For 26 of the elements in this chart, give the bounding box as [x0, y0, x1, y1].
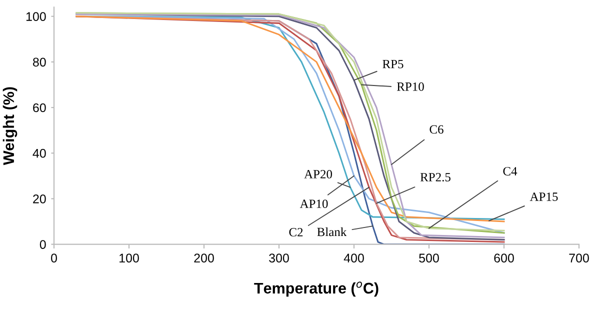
x-tick-label: 600	[494, 254, 514, 262]
x-tick-label: 700	[569, 254, 589, 262]
y-tick-label: 40	[32, 148, 46, 158]
annotation: AP15	[530, 192, 558, 201]
x-tick-label: 300	[269, 254, 289, 262]
annotation: AP10	[300, 200, 328, 208]
annotation: C6	[430, 125, 444, 134]
annotation: C4	[503, 167, 518, 176]
annotation: RP2.5	[420, 172, 450, 182]
x-tick-label: 400	[344, 254, 364, 262]
annotation: Blank	[317, 227, 347, 236]
annotation: RP10	[396, 82, 424, 91]
x-tick-label: 200	[194, 254, 214, 262]
x-tick-label: 100	[120, 254, 139, 262]
annotation: RP5	[382, 60, 404, 68]
x-tick-label: 0	[51, 254, 57, 262]
annotation: AP20	[304, 170, 332, 178]
y-axis-title: Weight (%)	[2, 87, 18, 166]
y-tick-label: 80	[33, 58, 46, 67]
y-tick-label: 0	[40, 240, 46, 249]
x-axis-title: Temperature ($^{o}$C)	[254, 282, 378, 297]
y-tick-label: 100	[26, 12, 46, 21]
y-tick-label: 60	[33, 103, 46, 112]
annotation: C2	[289, 228, 303, 236]
x-tick-label: 500	[419, 254, 439, 262]
y-tick-label: 20	[33, 194, 46, 204]
